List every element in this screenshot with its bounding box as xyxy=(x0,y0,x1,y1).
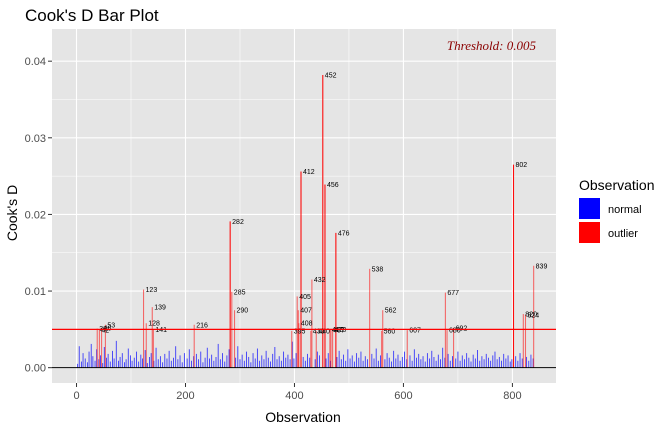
bar-label: 680 xyxy=(449,328,461,335)
bar-label: 42 xyxy=(101,328,109,335)
bar-label: 405 xyxy=(299,294,311,301)
bar-label: 290 xyxy=(237,308,249,315)
y-tick-label: 0.04 xyxy=(25,56,46,68)
y-axis-title: Cook's D xyxy=(4,185,20,241)
legend-swatch-normal xyxy=(579,198,600,219)
bar-label: 452 xyxy=(325,72,337,79)
bar-label: 408 xyxy=(301,321,313,328)
x-axis: 0 200 400 600 800 xyxy=(73,383,522,402)
legend-swatch-outlier xyxy=(579,222,600,243)
chart-title: Cook's D Bar Plot xyxy=(25,6,159,25)
legend-label-normal: normal xyxy=(608,204,642,216)
bar-label: 123 xyxy=(146,287,158,294)
bar-label: 562 xyxy=(385,308,397,315)
y-tick-label: 0.00 xyxy=(25,363,46,375)
bar-label: 285 xyxy=(234,289,246,296)
bar-label: 607 xyxy=(409,328,421,335)
bar-label: 467 xyxy=(333,328,345,335)
bar-label: 216 xyxy=(196,322,208,329)
bar-label: 560 xyxy=(384,328,396,335)
bar-label: 430 xyxy=(313,328,325,335)
x-tick-label: 800 xyxy=(503,390,521,402)
bar-label: 139 xyxy=(154,305,166,312)
x-axis-title: Observation xyxy=(265,409,340,425)
bar-label: 456 xyxy=(327,182,339,189)
bar-label: 412 xyxy=(303,169,315,176)
y-axis: 0.00 0.01 0.02 0.03 0.04 xyxy=(25,56,52,375)
legend-label-outlier: outlier xyxy=(608,228,638,240)
bar-label: 128 xyxy=(148,321,160,328)
bar-label: 824 xyxy=(527,312,539,319)
bar-label: 407 xyxy=(300,308,312,315)
x-tick-label: 600 xyxy=(394,390,412,402)
x-tick-label: 200 xyxy=(176,390,194,402)
legend-title: Observation xyxy=(579,177,654,193)
x-tick-label: 400 xyxy=(285,390,303,402)
bar-label: 282 xyxy=(232,219,244,226)
bar-label: 53 xyxy=(107,322,115,329)
y-tick-label: 0.02 xyxy=(25,209,46,221)
threshold-annotation: Threshold: 0.005 xyxy=(447,38,537,53)
bar-label: 839 xyxy=(536,263,548,270)
bar-label: 432 xyxy=(314,277,326,284)
bar-label: 141 xyxy=(155,327,167,334)
bar-label: 538 xyxy=(372,266,384,273)
y-tick-label: 0.03 xyxy=(25,133,46,145)
bar-label: 476 xyxy=(338,230,350,237)
bar-label: 395 xyxy=(294,328,306,335)
bar-label: 440 xyxy=(318,328,330,335)
legend: Observation normal outlier xyxy=(579,177,654,243)
bars-group xyxy=(77,74,535,368)
bar-label: 677 xyxy=(447,290,459,297)
x-tick-label: 0 xyxy=(73,390,79,402)
bar-label: 802 xyxy=(516,162,528,169)
plot-panel xyxy=(52,29,556,383)
y-tick-label: 0.01 xyxy=(25,286,46,298)
bar-label: 465 xyxy=(332,327,344,334)
bar-label: 470 xyxy=(335,327,347,334)
bar-label: 820 xyxy=(525,312,537,319)
